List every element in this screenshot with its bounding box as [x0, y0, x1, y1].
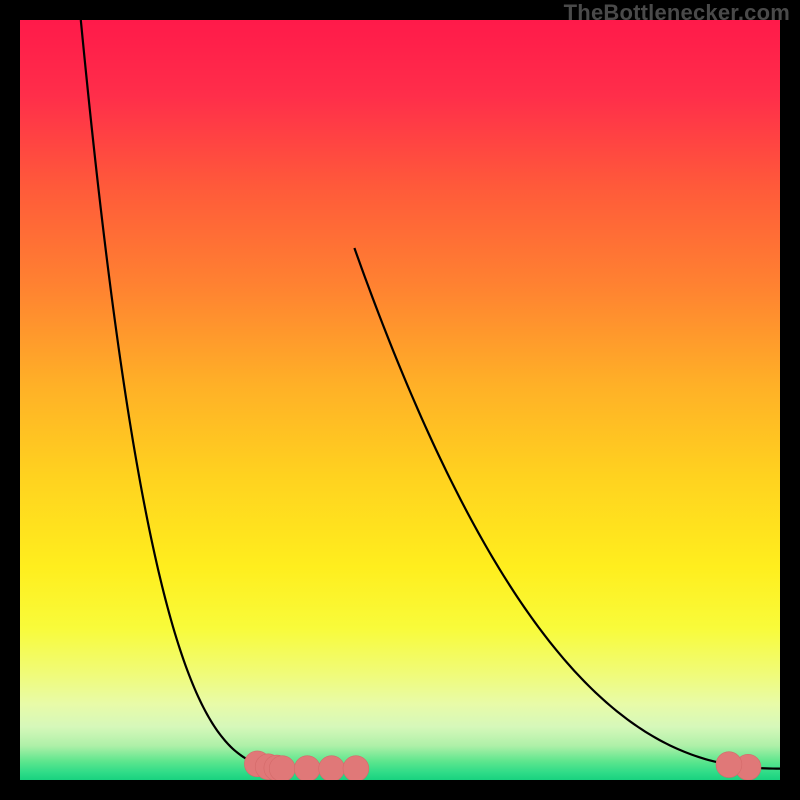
watermark-text: TheBottlenecker.com	[564, 0, 790, 26]
data-marker	[343, 756, 369, 780]
data-marker	[269, 756, 295, 780]
plot-area	[20, 20, 780, 780]
stage: TheBottlenecker.com	[0, 0, 800, 800]
data-marker	[294, 756, 320, 780]
data-marker	[716, 752, 742, 778]
plot-svg	[20, 20, 780, 780]
data-marker	[319, 756, 345, 780]
gradient-background	[20, 20, 780, 780]
